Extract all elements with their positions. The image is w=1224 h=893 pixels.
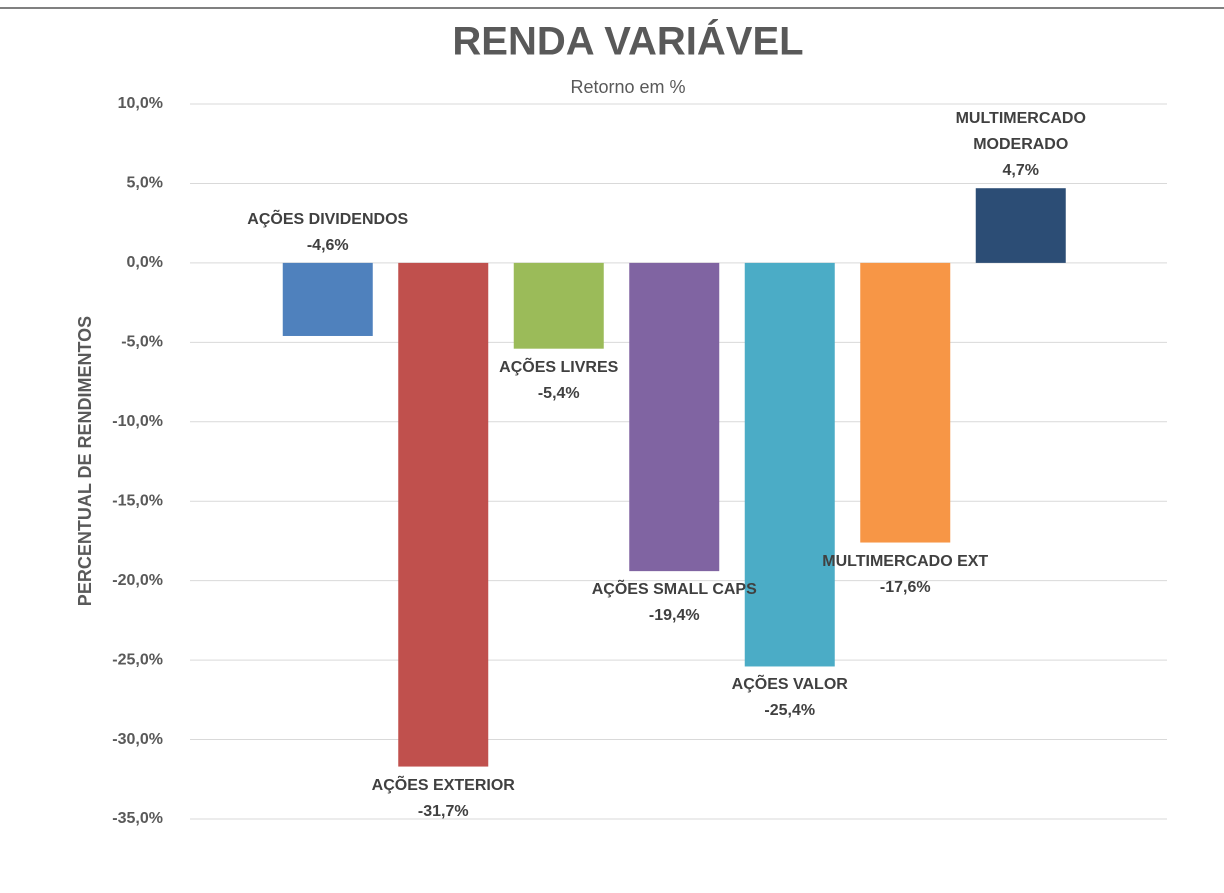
data-label-category: AÇÕES SMALL CAPS (591, 581, 757, 599)
bar (744, 262, 835, 667)
data-label-category: MULTIMERCADO MODERADO (955, 110, 1086, 154)
data-label-category: AÇÕES LIVRES (499, 358, 619, 376)
y-tick-label: 5,0% (127, 175, 163, 192)
bar (629, 262, 720, 572)
data-label-value: -17,6% (879, 578, 931, 596)
data-label-value: -31,7% (417, 802, 469, 820)
bar (975, 188, 1066, 263)
y-tick-label: -30,0% (112, 731, 163, 748)
bar (513, 262, 604, 349)
data-label-category: MULTIMERCADO EXT (822, 552, 989, 570)
y-tick-label: -5,0% (121, 334, 163, 351)
data-label-value: -19,4% (648, 607, 700, 625)
y-tick-label: -20,0% (112, 572, 163, 589)
data-label-category: AÇÕES EXTERIOR (371, 776, 515, 794)
y-tick-label: -35,0% (112, 810, 163, 827)
y-tick-label: -15,0% (112, 492, 163, 509)
bar (282, 262, 373, 336)
data-label-value: 4,7% (1002, 162, 1039, 180)
y-tick-label: -10,0% (112, 413, 163, 430)
data-label-category: AÇÕES VALOR (731, 676, 848, 694)
data-label-value: -5,4% (537, 384, 580, 402)
data-label-value: -4,6% (306, 236, 349, 254)
data-label-category: AÇÕES DIVIDENDOS (247, 210, 409, 228)
chart-title: RENDA VARIÁVEL (452, 19, 803, 64)
data-label-value: -25,4% (764, 702, 816, 720)
y-tick-label: -25,0% (112, 651, 163, 668)
bar (860, 262, 951, 543)
bar (398, 262, 489, 767)
y-axis-label: PERCENTUAL DE RENDIMENTOS (75, 316, 95, 606)
y-tick-label: 0,0% (127, 254, 163, 271)
chart-subtitle: Retorno em % (570, 77, 685, 97)
y-tick-label: 10,0% (118, 95, 163, 112)
